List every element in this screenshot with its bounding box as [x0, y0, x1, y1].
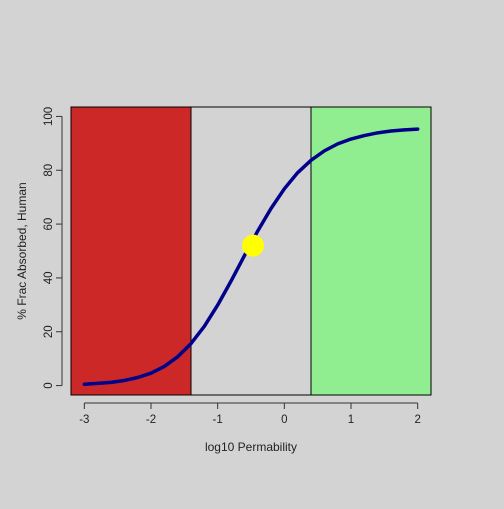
x-tick-label: 2 [414, 414, 420, 426]
y-tick-label: 40 [43, 272, 55, 285]
y-tick-label: 20 [43, 325, 55, 338]
y-tick-label: 60 [43, 218, 55, 231]
y-tick-label: 100 [43, 107, 55, 126]
y-tick-label: 0 [43, 382, 55, 388]
y-axis-title: % Frac Absorbed, Human [15, 182, 29, 319]
x-tick-label: 0 [281, 414, 287, 426]
x-tick-label: 1 [348, 414, 354, 426]
highlight-point [242, 234, 264, 257]
region-0 [70, 106, 192, 396]
point-layer [242, 234, 264, 257]
plot-frame [70, 106, 432, 396]
x-tick-label: -2 [146, 414, 156, 426]
x-axis-title: log10 Permability [205, 440, 297, 454]
x-tick-label: -3 [79, 414, 89, 426]
y-tick-label: 80 [43, 164, 55, 177]
frame-layer [70, 106, 432, 396]
x-tick-label: -1 [213, 414, 223, 426]
